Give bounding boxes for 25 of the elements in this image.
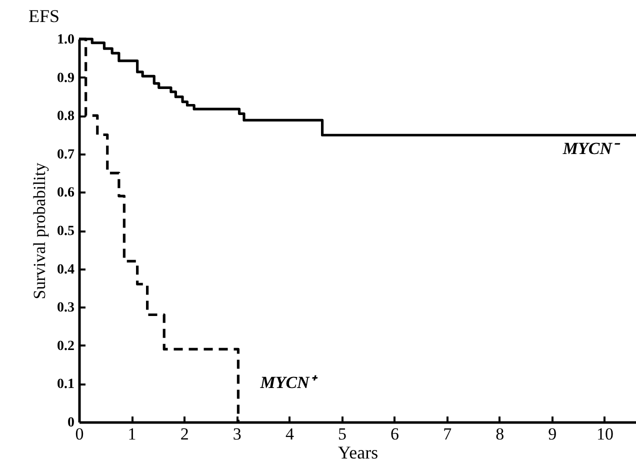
y-tick-label: 1.0: [57, 32, 74, 48]
x-tick-label: 7: [443, 424, 452, 444]
y-tick-label: 0.2: [57, 338, 74, 354]
x-axis-title: Years: [338, 442, 378, 462]
series-label: MYCN⁻: [562, 139, 621, 158]
y-tick-label: 0.3: [57, 300, 74, 316]
y-tick-label: 0.4: [57, 262, 74, 278]
y-tick-label: 0.8: [57, 109, 74, 124]
x-tick-label: 8: [496, 424, 504, 444]
x-tick-label: 9: [548, 424, 557, 444]
y-tick-label: 0.9: [57, 70, 74, 86]
y-tick-label: 0.1: [57, 377, 74, 392]
x-tick-label: 10: [596, 424, 614, 444]
x-tick-label: 1: [128, 424, 136, 444]
y-tick-label: 0.5: [57, 224, 74, 239]
chart-title: EFS: [28, 6, 60, 26]
x-tick-label: 5: [338, 424, 346, 444]
x-tick-label: 4: [285, 424, 294, 444]
x-tick-label: 6: [390, 424, 400, 444]
y-tick-label: 0.6: [57, 186, 74, 201]
x-tick-label: 2: [180, 424, 189, 444]
y-axis-title: Survival probability: [30, 162, 49, 300]
y-tick-label: 0.7: [57, 147, 74, 162]
x-tick-label: 3: [232, 424, 242, 444]
series-label: MYCN⁺: [259, 373, 318, 392]
